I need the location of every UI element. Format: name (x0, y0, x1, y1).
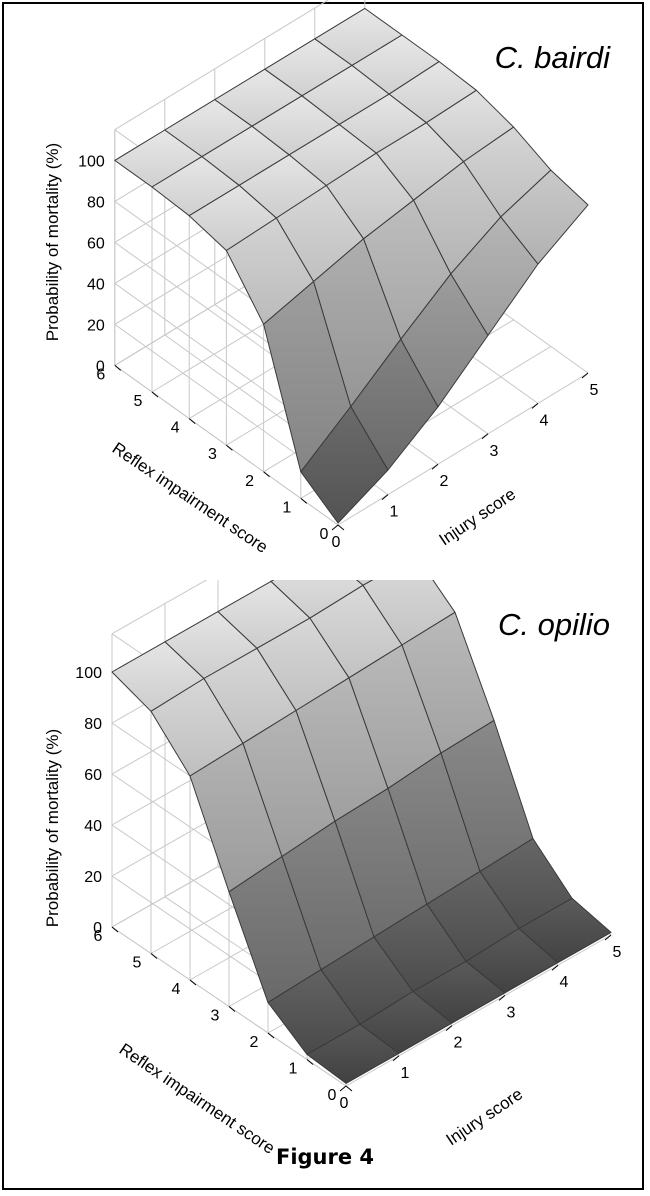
x-tick-label: 2 (454, 1035, 463, 1052)
y-tick-label: 4 (171, 420, 180, 437)
x-tick-mark (498, 995, 506, 1001)
surface-patch (356, 580, 374, 586)
z-tick-label: 0 (96, 358, 105, 375)
x-tick-label: 2 (440, 473, 449, 490)
back-wall-hline (111, 580, 208, 635)
y-tick-label: 6 (96, 366, 105, 383)
y-tick-label: 2 (250, 1034, 259, 1051)
surface-patch (518, 897, 612, 964)
z-axis-label-bairdi: Probability of mortality (%) (43, 143, 62, 341)
z-tick-label: 100 (75, 665, 102, 682)
floor-line (345, 934, 612, 1087)
x-tick-label: 4 (540, 412, 549, 429)
x-tick-label: 3 (507, 1004, 516, 1021)
x-tick-mark (581, 372, 589, 379)
y-tick-mark (150, 953, 158, 959)
y-axis-label-bairdi: Reflex impairment score (109, 439, 272, 557)
y-tick-label: 3 (211, 1008, 220, 1025)
back-wall-hline (114, 0, 330, 131)
x-tick-mark (551, 964, 559, 971)
y-axis-label-opilio: Reflex impairment score (116, 1040, 279, 1158)
x-tick-label: 1 (390, 504, 399, 521)
x-tick-label: 0 (340, 1095, 349, 1112)
x-tick-label: 1 (401, 1065, 410, 1082)
surface-patch (500, 169, 589, 265)
x-tick-mark (339, 1085, 347, 1092)
y-tick-label: 5 (133, 955, 142, 972)
x-tick-mark (481, 433, 489, 440)
y-tick-mark (337, 524, 345, 531)
y-tick-label: 3 (208, 446, 217, 463)
surface-bairdi (114, 7, 589, 524)
z-axis-label-opilio: Probability of mortality (%) (43, 729, 62, 927)
y-tick-mark (226, 444, 233, 451)
z-tick-label: 80 (84, 716, 102, 733)
y-tick-mark (300, 498, 308, 504)
y-tick-mark (111, 926, 119, 933)
y-tick-mark (114, 365, 122, 371)
y-tick-label: 1 (289, 1061, 298, 1078)
x-axis-label-opilio: Injury score (443, 1084, 526, 1149)
y-tick-mark (306, 1059, 314, 1065)
x-tick-mark (445, 1025, 453, 1031)
x-tick-mark (392, 1055, 400, 1062)
y-tick-label: 5 (134, 393, 143, 410)
z-tick-label: 80 (87, 194, 105, 211)
x-axis-label-bairdi: Injury score (436, 484, 519, 549)
x-tick-label: 0 (332, 534, 341, 551)
y-tick-mark (151, 391, 159, 398)
z-tick-label: 20 (84, 869, 102, 886)
z-tick-label: 60 (87, 235, 105, 252)
y-tick-mark (267, 1032, 275, 1039)
z-tick-label: 100 (78, 153, 105, 170)
y-tick-mark (345, 1085, 353, 1092)
z-tick-label: 20 (87, 317, 105, 334)
y-tick-mark (189, 979, 197, 986)
floor-line (337, 372, 589, 526)
x-tick-label: 4 (560, 974, 569, 991)
y-tick-label: 2 (245, 473, 254, 490)
y-tick-label: 6 (94, 928, 103, 945)
y-tick-label: 1 (282, 499, 291, 516)
chart-title-opilio: C. opilio (498, 607, 610, 642)
z-tick-label: 60 (84, 767, 102, 784)
x-tick-mark (331, 524, 339, 531)
x-tick-mark (604, 934, 612, 941)
figure-caption: Figure 4 (275, 1145, 375, 1169)
z-tick-label: 40 (84, 818, 102, 835)
y-tick-label: 0 (328, 1087, 337, 1104)
x-tick-label: 5 (590, 382, 599, 399)
y-tick-mark (263, 471, 270, 478)
z-tick-label: 40 (87, 276, 105, 293)
y-tick-mark (228, 1006, 236, 1012)
y-tick-label: 4 (172, 981, 181, 998)
x-tick-label: 3 (490, 443, 499, 460)
z-tick-label: 0 (93, 920, 102, 937)
x-tick-mark (381, 494, 389, 500)
x-tick-label: 5 (613, 944, 622, 961)
x-tick-mark (531, 403, 539, 409)
y-tick-label: 0 (320, 526, 329, 543)
surface-opilio (111, 580, 612, 1084)
chart-title-bairdi: C. bairdi (495, 40, 612, 75)
x-tick-mark (431, 463, 439, 470)
y-tick-mark (188, 418, 196, 424)
